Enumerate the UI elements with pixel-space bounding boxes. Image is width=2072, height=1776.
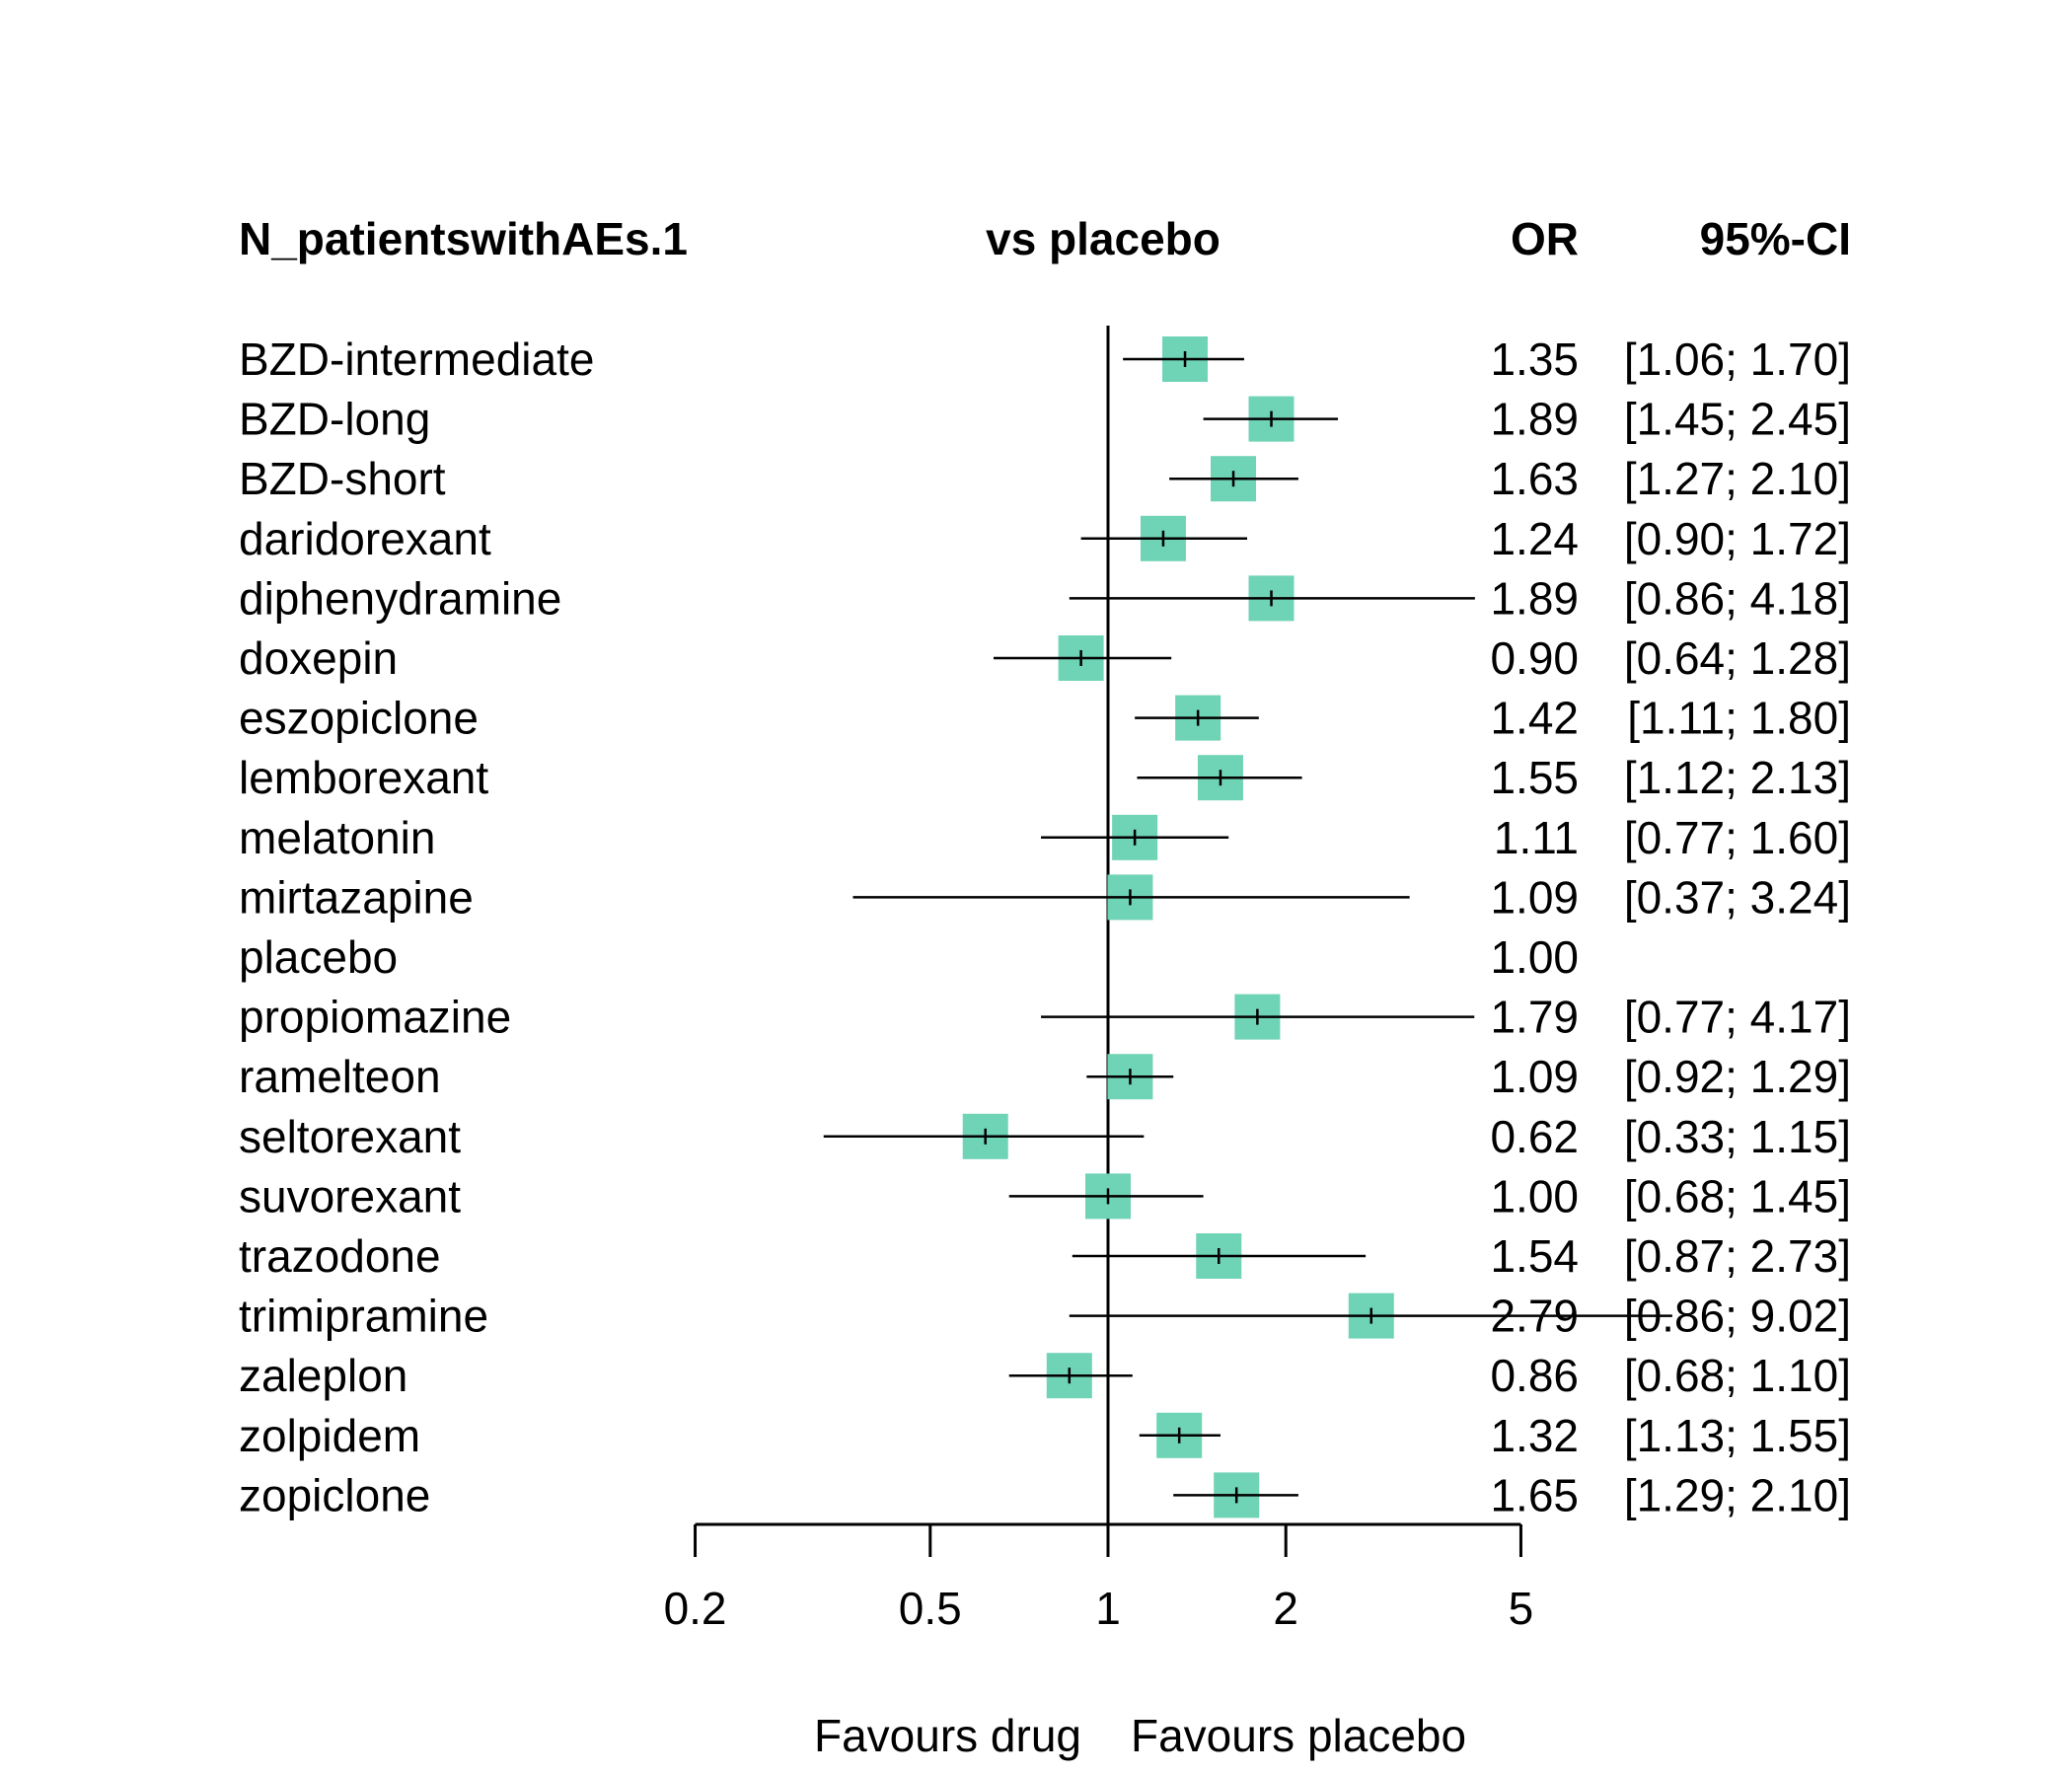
or-value: 1.32 <box>1490 1410 1579 1461</box>
forest-row: placebo 1.00 <box>239 931 1579 983</box>
or-value: 1.55 <box>1490 752 1579 803</box>
row-label: propiomazine <box>239 992 511 1043</box>
row-label: suvorexant <box>239 1170 461 1221</box>
ci-value: [0.77; 4.17] <box>1624 992 1851 1043</box>
row-label: zaleplon <box>239 1350 407 1401</box>
x-tick-label: 0.5 <box>899 1583 962 1634</box>
forest-row: propiomazine 1.79 [0.77; 4.17] <box>239 992 1851 1043</box>
forest-row: mirtazapine 1.09 [0.37; 3.24] <box>239 871 1851 923</box>
ci-value: [0.64; 1.28] <box>1624 632 1851 684</box>
forest-row: diphenydramine 1.89 [0.86; 4.18] <box>239 572 1851 624</box>
row-label: zopiclone <box>239 1469 430 1520</box>
comparison-header: vs placebo <box>986 213 1221 264</box>
row-label: diphenydramine <box>239 572 561 624</box>
or-value: 0.90 <box>1490 632 1579 684</box>
favours-drug-label: Favours drug <box>814 1710 1081 1761</box>
or-value: 1.42 <box>1490 693 1579 744</box>
favours-placebo-label: Favours placebo <box>1131 1710 1466 1761</box>
row-label: eszopiclone <box>239 693 479 744</box>
column-headers: N_patientswithAEs.1 vs placebo OR 95%-CI <box>239 213 1851 264</box>
ci-value: [0.77; 1.60] <box>1624 812 1851 863</box>
or-value: 1.63 <box>1490 453 1579 504</box>
ci-value: [0.68; 1.45] <box>1624 1170 1851 1221</box>
forest-row: doxepin 0.90 [0.64; 1.28] <box>239 632 1851 684</box>
ci-value: [0.90; 1.72] <box>1624 513 1851 564</box>
row-label: seltorexant <box>239 1111 461 1162</box>
forest-row: trimipramine 2.79 [0.86; 9.02] <box>239 1291 1851 1342</box>
or-value: 1.24 <box>1490 513 1579 564</box>
forest-row: zolpidem 1.32 [1.13; 1.55] <box>239 1410 1851 1461</box>
or-value: 0.86 <box>1490 1350 1579 1401</box>
ci-value: [1.13; 1.55] <box>1624 1410 1851 1461</box>
x-tick-label: 5 <box>1509 1583 1534 1634</box>
row-label: zolpidem <box>239 1410 420 1461</box>
or-value: 1.09 <box>1490 871 1579 923</box>
or-value: 1.89 <box>1490 572 1579 624</box>
forest-row: trazodone 1.54 [0.87; 2.73] <box>239 1230 1851 1282</box>
forest-row: zaleplon 0.86 [0.68; 1.10] <box>239 1350 1851 1401</box>
x-tick-label: 2 <box>1273 1583 1298 1634</box>
or-value: 1.79 <box>1490 992 1579 1043</box>
forest-row: melatonin 1.11 [0.77; 1.60] <box>239 812 1851 863</box>
row-label: BZD-short <box>239 453 446 504</box>
ci-value: [1.11; 1.80] <box>1627 693 1851 744</box>
ci-value: [0.87; 2.73] <box>1624 1230 1851 1282</box>
row-label: daridorexant <box>239 513 491 564</box>
row-label: melatonin <box>239 812 435 863</box>
ci-header: 95%-CI <box>1700 213 1851 264</box>
forest-row: suvorexant 1.00 [0.68; 1.45] <box>239 1170 1851 1221</box>
forest-row: ramelteon 1.09 [0.92; 1.29] <box>239 1051 1851 1102</box>
ci-value: [0.86; 4.18] <box>1624 572 1851 624</box>
ci-value: [1.27; 2.10] <box>1624 453 1851 504</box>
or-value: 1.00 <box>1490 931 1579 983</box>
forest-row: eszopiclone 1.42 [1.11; 1.80] <box>239 693 1851 744</box>
forest-row: lemborexant 1.55 [1.12; 2.13] <box>239 752 1851 803</box>
row-label: mirtazapine <box>239 871 474 923</box>
row-label: trimipramine <box>239 1291 488 1342</box>
or-header: OR <box>1511 213 1579 264</box>
row-label: BZD-intermediate <box>239 333 594 385</box>
ci-value: [0.92; 1.29] <box>1624 1051 1851 1102</box>
or-value: 1.09 <box>1490 1051 1579 1102</box>
or-value: 1.65 <box>1490 1469 1579 1520</box>
study-rows: BZD-intermediate 1.35 [1.06; 1.70] BZD-long… <box>239 326 1851 1524</box>
ci-value: [0.37; 3.24] <box>1624 871 1851 923</box>
forest-row: daridorexant 1.24 [0.90; 1.72] <box>239 513 1851 564</box>
forest-row: BZD-intermediate 1.35 [1.06; 1.70] <box>239 333 1851 385</box>
or-value: 1.11 <box>1494 812 1579 863</box>
outcome-header: N_patientswithAEs.1 <box>239 213 688 264</box>
or-value: 0.62 <box>1490 1111 1579 1162</box>
ci-value: [0.68; 1.10] <box>1624 1350 1851 1401</box>
forest-row: seltorexant 0.62 [0.33; 1.15] <box>239 1111 1851 1162</box>
row-label: lemborexant <box>239 752 488 803</box>
direction-labels: Favours drug Favours placebo <box>814 1710 1466 1761</box>
x-tick-label: 1 <box>1095 1583 1121 1634</box>
row-label: doxepin <box>239 632 398 684</box>
ci-value: [1.45; 2.45] <box>1624 394 1851 445</box>
row-label: ramelteon <box>239 1051 441 1102</box>
row-label: placebo <box>239 931 398 983</box>
or-value: 1.54 <box>1490 1230 1579 1282</box>
forest-row: zopiclone 1.65 [1.29; 2.10] <box>239 1469 1851 1520</box>
row-label: BZD-long <box>239 394 430 445</box>
ci-value: [1.06; 1.70] <box>1624 333 1851 385</box>
x-tick-label: 0.2 <box>664 1583 727 1634</box>
or-value: 1.89 <box>1490 394 1579 445</box>
ci-value: [1.12; 2.13] <box>1624 752 1851 803</box>
or-value: 1.00 <box>1490 1170 1579 1221</box>
row-label: trazodone <box>239 1230 441 1282</box>
forest-row: BZD-short 1.63 [1.27; 2.10] <box>239 453 1851 504</box>
x-axis: 0.2 0.5 1 2 5 <box>664 1522 1534 1634</box>
or-value: 1.35 <box>1490 333 1579 385</box>
ci-value: [1.29; 2.10] <box>1624 1469 1851 1520</box>
ci-value: [0.33; 1.15] <box>1624 1111 1851 1162</box>
forest-row: BZD-long 1.89 [1.45; 2.45] <box>239 394 1851 445</box>
